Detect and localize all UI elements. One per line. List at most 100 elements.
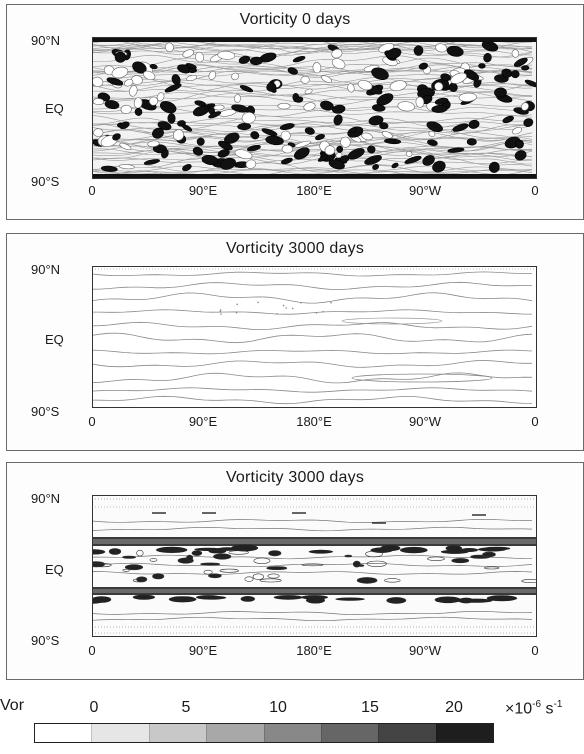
vorticity-panel-3000-days-b: Vorticity 3000 days 90°N EQ 90°S 0 90°E … [6,462,584,680]
contour-dot [300,302,302,304]
jet-eddy [240,596,255,602]
vortex-blob [357,564,365,567]
contour-line [92,166,533,175]
vortex-contour [331,48,343,59]
vortex-blob [364,155,382,165]
colorbar: Vor 0 5 10 15 20 ×10-6 s-1 [0,695,584,754]
x-label-180e: 180°E [296,414,332,429]
contour-line [92,40,533,50]
contour-dot [282,304,285,307]
vortex-blob [515,139,524,149]
vortex-contour [93,128,104,137]
vortex-blob [440,73,452,82]
vortex-blob [328,159,345,170]
colorbar-segment [148,724,207,742]
x-label-90e: 90°E [188,183,218,198]
vortex-blob [384,138,402,145]
vorticity-map [92,37,537,179]
vortex-blob [152,573,165,580]
y-label-south: 90°S [31,404,60,419]
vortex-contour [245,159,257,169]
x-label-360: 0 [531,643,539,658]
vortex-contour [186,74,198,82]
vortex-contour [111,66,129,79]
vortex-blob [483,53,492,63]
jet-eddy [273,595,303,600]
vortex-blob [122,568,130,572]
vortex-blob [432,160,446,173]
vortex-blob [371,67,389,80]
vortex-blob [92,563,112,568]
vortex-blob [122,555,136,559]
vortex-contour [340,136,351,148]
x-label-360: 0 [531,414,539,429]
y-label-north: 90°N [31,33,61,48]
vortex-blob [301,563,324,567]
vortex-blob [92,561,105,568]
vortex-blob [348,127,357,134]
contour-line [92,90,533,105]
y-label-equator: EQ [45,562,64,577]
vortex-contour [389,80,407,92]
vortex-blob [356,577,378,584]
vortex-blob [468,119,480,129]
vortex-contour [321,75,333,83]
vortex-blob [372,164,379,170]
vortex-blob [164,83,182,93]
contour-line [341,317,443,325]
vortex-contour [195,51,204,63]
vortex-blob [186,554,194,561]
contour-line [92,372,533,384]
vortex-contour [300,75,310,84]
vortex-contour [335,152,343,159]
vortex-blob [478,63,486,69]
vortex-blob [391,162,399,169]
contour-line [92,309,532,315]
vortex-contour [458,92,477,102]
contour-line [92,332,533,344]
vortex-blob [220,157,236,170]
contour-dot [276,313,278,315]
vortex-blob [208,573,222,579]
colorbar-unit: ×10-6 s-1 [505,699,563,718]
vortex-blob [347,148,365,160]
vortex-blob [266,566,288,571]
vortex-blob [224,132,240,144]
contour-line [92,321,533,331]
vortex-blob [201,154,219,166]
colorbar-tick: 10 [269,699,287,716]
vortex-contour [435,43,448,53]
colorbar-tick: 0 [89,699,99,716]
vortex-blob [466,138,477,146]
vortex-blob [268,550,282,557]
vortex-contour [521,102,529,111]
vortex-blob [132,61,147,74]
vortex-blob [502,115,514,124]
jet-band-core [92,589,537,593]
vortex-contour [331,58,346,69]
vortex-blob [366,560,387,567]
vortex-contour [120,104,132,114]
vortex-blob [484,566,500,570]
vortex-blob [161,149,169,159]
contour-line [92,562,533,568]
vortex-blob [448,82,458,92]
contour-line [92,168,533,175]
panel-title: Vorticity 3000 days [225,469,365,486]
contour-line [92,132,533,143]
jet-eddy [335,597,365,601]
vortex-blob [114,51,127,63]
contour-dot [315,312,318,314]
colorbar-tick: 5 [181,699,191,716]
vortex-blob [372,104,386,112]
vortex-blob [134,107,143,116]
vortex-contour [312,62,322,74]
vortex-contour [511,127,523,135]
colorbar-tick: 15 [361,699,379,716]
vortex-blob [521,65,530,71]
vortex-blob [185,63,197,70]
vortex-contour [381,131,393,139]
vortex-contour [303,102,316,111]
x-label-180e: 180°E [296,643,332,658]
vortex-blob [231,104,249,113]
